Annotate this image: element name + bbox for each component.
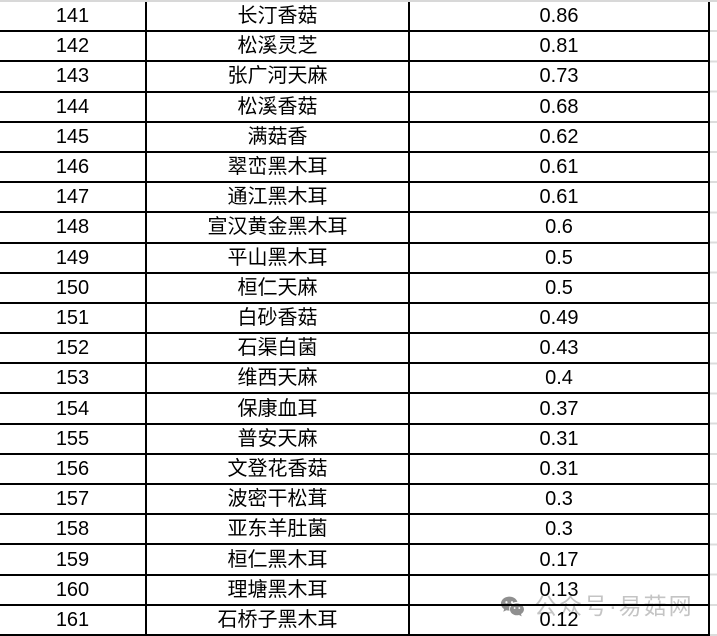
table-row: 158 亚东羊肚菌 0.3: [0, 515, 710, 546]
table-row: 155 普安天麻 0.31: [0, 424, 710, 455]
cell-rank: 149: [55, 246, 90, 269]
cell-value: 0.61: [408, 183, 710, 212]
cell-name: 白砂香菇: [145, 303, 408, 333]
cell-value: 0.61: [408, 152, 710, 182]
cell-value: 0.86: [408, 2, 710, 31]
cell-name: 维西天麻: [145, 364, 408, 393]
table-row: 153 维西天麻 0.4: [0, 364, 710, 395]
table-row: 156 文登花香菇 0.31: [0, 454, 710, 486]
cell-name: 翠峦黑木耳: [145, 152, 408, 182]
table-row: 154 保康血耳 0.37: [0, 394, 710, 425]
cell-value: 0.73: [408, 62, 710, 91]
cell-name: 张广河天麻: [145, 62, 408, 91]
cell-value: 0.5: [408, 243, 710, 272]
table-row: 161 石桥子黑木耳 0.12: [0, 605, 710, 636]
top-gridline: [0, 0, 717, 2]
cell-name: 文登花香菇: [145, 454, 408, 484]
cell-name: 长汀香菇: [145, 2, 408, 31]
cell-value: 0.31: [408, 424, 710, 453]
cell-rank: 159: [55, 548, 90, 571]
cell-value: 0.3: [408, 485, 710, 514]
cell-value: 0.37: [408, 394, 710, 423]
cell-name: 波密干松茸: [145, 485, 408, 514]
cell-value: 0.12: [408, 605, 710, 634]
cell-value: 0.43: [408, 334, 710, 363]
cell-rank: 161: [55, 608, 90, 631]
table-row: 160 理塘黑木耳 0.13: [0, 575, 710, 606]
cell-value: 0.3: [408, 515, 710, 544]
cell-rank: 150: [55, 276, 90, 299]
cell-rank: 154: [55, 397, 90, 420]
cell-rank: 156: [55, 457, 90, 480]
cell-value: 0.17: [408, 545, 710, 574]
cell-rank: 153: [55, 367, 90, 390]
table-row: 144 松溪香菇 0.68: [0, 92, 710, 123]
table-row: 152 石渠白菌 0.43: [0, 334, 710, 365]
table-row: 150 桓仁天麻 0.5: [0, 273, 710, 304]
cell-rank: 145: [55, 125, 90, 148]
table-row: 143 张广河天麻 0.73: [0, 62, 710, 93]
cell-value: 0.81: [408, 32, 710, 61]
cell-name: 石渠白菌: [145, 334, 408, 363]
table-row: 157 波密干松茸 0.3: [0, 485, 710, 516]
cell-rank: 147: [55, 186, 90, 209]
table-row: 151 白砂香菇 0.49: [0, 303, 710, 335]
right-gridline-stubs: [710, 2, 717, 636]
cell-value: 0.31: [408, 454, 710, 484]
cell-rank: 152: [55, 337, 90, 360]
table-row: 159 桓仁黑木耳 0.17: [0, 545, 710, 576]
cell-value: 0.62: [408, 122, 710, 151]
cell-name: 亚东羊肚菌: [145, 515, 408, 544]
cell-value: 0.13: [408, 575, 710, 604]
cell-name: 松溪香菇: [145, 92, 408, 121]
cell-name: 宣汉黄金黑木耳: [145, 213, 408, 242]
table-row: 147 通江黑木耳 0.61: [0, 183, 710, 214]
cell-value: 0.6: [408, 213, 710, 242]
cell-rank: 144: [55, 95, 90, 118]
cell-name: 理塘黑木耳: [145, 575, 408, 604]
cell-rank: 148: [55, 216, 90, 239]
cell-rank: 158: [55, 518, 90, 541]
cell-name: 桓仁天麻: [145, 273, 408, 302]
cell-name: 保康血耳: [145, 394, 408, 423]
table-row: 146 翠峦黑木耳 0.61: [0, 152, 710, 184]
table-row: 141 长汀香菇 0.86: [0, 2, 710, 33]
cell-name: 普安天麻: [145, 424, 408, 453]
cell-name: 通江黑木耳: [145, 183, 408, 212]
cell-rank: 151: [55, 306, 90, 329]
cell-rank: 157: [55, 488, 90, 511]
cell-rank: 160: [55, 578, 90, 601]
cell-value: 0.68: [408, 92, 710, 121]
cell-name: 松溪灵芝: [145, 32, 408, 61]
cell-rank: 143: [55, 65, 90, 88]
cell-value: 0.5: [408, 273, 710, 302]
cell-value: 0.4: [408, 364, 710, 393]
table-row: 148 宣汉黄金黑木耳 0.6: [0, 213, 710, 244]
cell-name: 石桥子黑木耳: [145, 605, 408, 634]
cell-name: 满菇香: [145, 122, 408, 151]
cell-rank: 146: [55, 156, 90, 179]
cell-name: 平山黑木耳: [145, 243, 408, 272]
table-row: 145 满菇香 0.62: [0, 122, 710, 153]
cell-rank: 155: [55, 427, 90, 450]
cell-value: 0.49: [408, 303, 710, 333]
table-row: 142 松溪灵芝 0.81: [0, 32, 710, 63]
cell-rank: 142: [55, 35, 90, 58]
cell-rank: 141: [55, 5, 90, 28]
cell-name: 桓仁黑木耳: [145, 545, 408, 574]
table-row: 149 平山黑木耳 0.5: [0, 243, 710, 274]
